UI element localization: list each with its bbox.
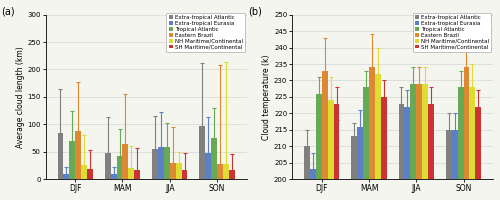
Bar: [105, 153, 110, 179]
Bar: [416, 84, 422, 200]
Bar: [381, 97, 386, 200]
Bar: [211, 138, 217, 179]
Bar: [176, 163, 182, 179]
Bar: [422, 84, 428, 200]
Bar: [322, 71, 328, 200]
Bar: [205, 153, 211, 179]
Bar: [398, 104, 404, 200]
Bar: [229, 170, 234, 179]
Bar: [64, 174, 70, 179]
Bar: [81, 165, 87, 179]
Bar: [310, 169, 316, 200]
Bar: [158, 147, 164, 179]
Bar: [200, 126, 205, 179]
Bar: [58, 133, 64, 179]
Bar: [328, 100, 334, 200]
Bar: [170, 163, 175, 179]
Bar: [304, 146, 310, 200]
Bar: [458, 87, 464, 200]
Bar: [75, 131, 81, 179]
Legend: Extra-tropical Atlantic, Extra-tropical Eurasia, Tropical Atlantic, Eastern Braz: Extra-tropical Atlantic, Extra-tropical …: [413, 13, 492, 52]
Bar: [128, 168, 134, 179]
Bar: [357, 127, 363, 200]
Bar: [334, 104, 340, 200]
Bar: [464, 67, 469, 200]
Y-axis label: Cloud temperature (k): Cloud temperature (k): [262, 54, 271, 140]
Bar: [164, 147, 170, 179]
Bar: [110, 174, 116, 179]
Bar: [404, 107, 410, 200]
Bar: [87, 169, 93, 179]
Bar: [182, 170, 188, 179]
Bar: [476, 107, 481, 200]
Bar: [223, 164, 229, 179]
Bar: [470, 87, 476, 200]
Bar: [352, 136, 357, 200]
Text: (b): (b): [248, 6, 262, 16]
Bar: [217, 164, 223, 179]
Bar: [363, 87, 369, 200]
Bar: [452, 130, 458, 200]
Bar: [446, 130, 452, 200]
Bar: [375, 74, 381, 200]
Bar: [70, 141, 75, 179]
Bar: [134, 170, 140, 179]
Text: (a): (a): [2, 6, 15, 16]
Legend: Extra-tropical Atlantic, Extra-tropical Eurasia, Tropical Atlantic, Eastern Braz: Extra-tropical Atlantic, Extra-tropical …: [166, 13, 245, 52]
Y-axis label: Average cloud length (km): Average cloud length (km): [16, 46, 24, 148]
Bar: [369, 67, 375, 200]
Bar: [152, 149, 158, 179]
Bar: [122, 144, 128, 179]
Bar: [116, 156, 122, 179]
Bar: [428, 104, 434, 200]
Bar: [316, 94, 322, 200]
Bar: [410, 84, 416, 200]
